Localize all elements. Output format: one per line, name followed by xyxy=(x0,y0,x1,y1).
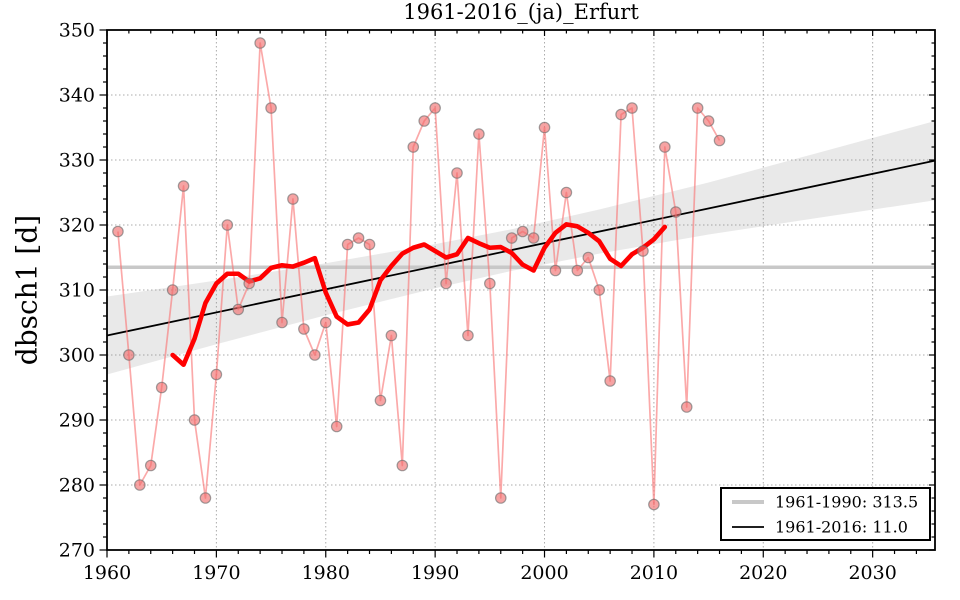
annual-marker xyxy=(648,498,660,511)
annual-marker xyxy=(691,102,704,114)
annual-marker xyxy=(341,238,354,251)
annual-marker xyxy=(615,108,627,121)
annual-marker xyxy=(254,37,266,49)
annual-marker xyxy=(571,264,584,277)
annual-marker xyxy=(319,316,332,329)
annual-marker xyxy=(112,225,124,238)
trend-line xyxy=(106,159,936,337)
y-tick-label: 320 xyxy=(59,215,95,237)
annual-marker xyxy=(385,329,398,342)
annual-marker xyxy=(604,375,616,387)
y-tick-label: 310 xyxy=(59,280,95,302)
x-tick-label: 1980 xyxy=(302,562,350,584)
annual-marker xyxy=(429,102,441,114)
x-tick-label: 1960 xyxy=(83,562,131,584)
annual-marker xyxy=(494,492,507,504)
x-tick-label: 1990 xyxy=(411,562,459,584)
annual-marker xyxy=(166,284,179,296)
annual-marker xyxy=(309,349,321,361)
annual-marker xyxy=(221,219,234,231)
annual-marker xyxy=(527,232,540,244)
legend-label: 1961-2016: 11.0 xyxy=(775,518,908,537)
annual-marker xyxy=(505,232,518,244)
y-tick-label: 340 xyxy=(59,85,95,107)
annual-marker xyxy=(637,245,649,257)
annual-marker xyxy=(352,232,365,244)
legend-box xyxy=(720,487,931,541)
annual-marker xyxy=(265,102,277,114)
x-tick-label: 1970 xyxy=(192,562,240,584)
y-tick-label: 350 xyxy=(59,20,95,42)
annual-marker xyxy=(473,128,485,140)
x-tick-label: 2000 xyxy=(520,562,568,584)
smoothed-line xyxy=(170,222,668,368)
annual-marker xyxy=(243,277,255,290)
annual-marker xyxy=(276,316,288,329)
annual-marker xyxy=(484,277,496,290)
annual-marker xyxy=(440,277,452,290)
annual-marker xyxy=(713,134,726,147)
annual-marker xyxy=(669,206,682,218)
annual-marker xyxy=(549,264,562,277)
annual-marker xyxy=(363,238,376,251)
chart-title: 1961-2016_(ja)_Erfurt xyxy=(403,0,639,24)
annual-line xyxy=(117,42,721,506)
annual-marker xyxy=(659,141,671,153)
annual-marker xyxy=(123,349,135,361)
annual-marker xyxy=(702,115,715,127)
annual-marker xyxy=(407,141,420,153)
y-tick-label: 330 xyxy=(59,150,95,172)
annual-marker xyxy=(593,284,606,296)
annual-marker xyxy=(451,167,463,179)
legend-label: 1961-1990: 313.5 xyxy=(775,493,918,512)
y-tick-label: 300 xyxy=(59,345,95,367)
y-tick-label: 280 xyxy=(59,475,95,497)
y-tick-label: 290 xyxy=(59,410,95,432)
annual-marker xyxy=(210,368,223,381)
annual-marker xyxy=(462,329,474,342)
annual-marker xyxy=(287,193,299,205)
annual-marker xyxy=(626,102,638,114)
annual-marker xyxy=(538,121,551,134)
annual-marker xyxy=(144,459,157,472)
y-tick-label: 270 xyxy=(59,540,95,562)
annual-marker xyxy=(188,414,201,426)
y-axis-label: dbsch1 [d] xyxy=(10,214,44,366)
annual-marker xyxy=(374,394,387,407)
annual-marker xyxy=(582,251,595,264)
annual-marker xyxy=(177,180,190,192)
annual-marker xyxy=(298,323,310,335)
annual-marker xyxy=(516,225,529,238)
x-tick-label: 2010 xyxy=(630,562,678,584)
annual-marker xyxy=(155,381,168,394)
annual-marker xyxy=(560,186,573,199)
annual-marker xyxy=(134,479,146,491)
annual-marker xyxy=(330,420,343,433)
annual-marker xyxy=(396,459,409,472)
x-tick-label: 2020 xyxy=(739,562,787,584)
annual-marker xyxy=(680,401,693,413)
annual-marker xyxy=(232,303,245,316)
annual-marker xyxy=(418,115,430,127)
annual-marker xyxy=(199,492,212,504)
x-tick-label: 2030 xyxy=(848,562,896,584)
